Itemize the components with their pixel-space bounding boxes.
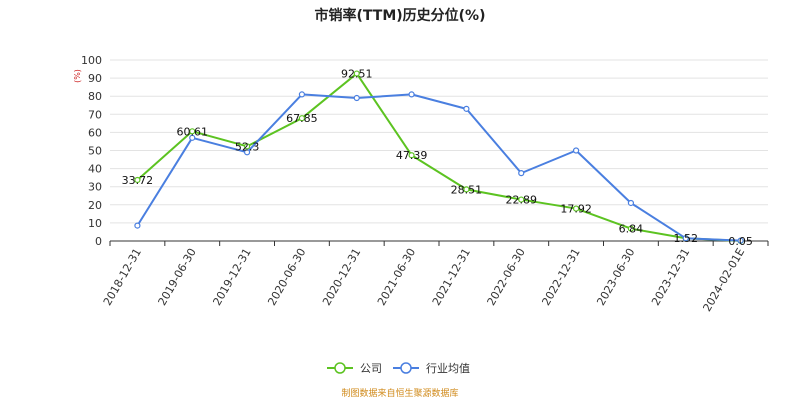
data-label: 92.51	[341, 68, 373, 81]
data-label: 28.51	[451, 183, 483, 196]
x-tick-label: 2019-12-31	[210, 246, 253, 308]
data-point-company	[463, 186, 470, 193]
x-tick-label: 2021-12-31	[430, 246, 473, 308]
data-point-company	[243, 143, 251, 150]
x-tick-label: 2022-12-31	[539, 246, 582, 308]
x-tick-label: 2024-02-01E	[700, 246, 747, 314]
series-line-company	[136, 72, 741, 242]
y-axis: 0 10 20 30 40 50 60 70 80 90 100	[81, 54, 102, 248]
y-tick-label: 50	[88, 145, 102, 158]
y-tick-label: 0	[95, 235, 102, 248]
legend-item-industry-average[interactable]: 行业均值	[393, 362, 470, 375]
series-line-industry-average	[136, 93, 741, 242]
x-tick-label: 2019-06-30	[156, 246, 199, 308]
y-tick-label: 10	[88, 217, 102, 230]
legend-item-company[interactable]: 公司	[327, 362, 382, 375]
legend: 公司 行业均值	[327, 362, 470, 375]
x-tick-label: 2023-06-30	[594, 246, 637, 308]
data-labels: 33.72 60.61 52.3 67.85 92.51 47.39 28.51 22.89 1…	[122, 68, 753, 248]
x-axis: 2018-12-31 2019-06-30 2019-12-31 2020-06-30…	[101, 240, 769, 314]
data-label: 6.84	[619, 223, 644, 236]
y-tick-label: 90	[88, 72, 102, 85]
data-point-company	[408, 152, 415, 159]
data-point-company	[298, 115, 306, 122]
data-point-company	[572, 205, 580, 212]
y-tick-label: 40	[88, 163, 102, 176]
x-tick-label: 2020-06-30	[265, 246, 308, 308]
chart-title: 市销率(TTM)历史分位(%)	[315, 7, 486, 24]
data-point-industry-average	[463, 105, 470, 112]
legend-label-industry-average: 行业均值	[426, 362, 470, 375]
data-point-industry-average	[518, 170, 525, 177]
legend-marker-company	[334, 362, 346, 374]
data-point-company	[189, 128, 196, 135]
data-point-industry-average	[737, 237, 744, 244]
y-tick-label: 20	[88, 199, 102, 212]
x-tick-label: 2021-06-30	[375, 246, 418, 308]
data-point-company	[353, 70, 360, 77]
data-label: 33.72	[122, 174, 154, 187]
y-tick-label: 60	[88, 126, 102, 139]
data-label: 22.89	[506, 194, 538, 207]
data-label: 52.3	[235, 140, 260, 153]
y-tick-label: 80	[88, 90, 102, 103]
x-tick-label: 2020-12-31	[320, 246, 363, 308]
data-point-industry-average	[134, 222, 141, 229]
data-label: 0.05	[728, 235, 753, 248]
data-point-industry-average	[408, 91, 415, 98]
data-label: 67.85	[286, 112, 318, 125]
grid	[110, 59, 768, 224]
y-tick-label: 70	[88, 108, 102, 121]
y-tick-label: 100	[81, 54, 102, 67]
data-point-company	[518, 196, 525, 203]
series	[134, 70, 744, 245]
data-point-industry-average	[572, 147, 580, 154]
y-axis-unit: (%)	[73, 69, 82, 83]
source-note: 制图数据来自恒生聚源数据库	[341, 387, 458, 399]
data-label: 60.61	[177, 125, 209, 138]
data-label: 17.92	[560, 203, 592, 216]
data-point-industry-average	[243, 149, 251, 156]
data-point-industry-average	[627, 199, 635, 207]
y-tick-label: 30	[88, 181, 102, 194]
data-point-industry-average	[189, 134, 196, 141]
data-point-company	[134, 176, 141, 184]
data-point-industry-average	[298, 91, 306, 98]
legend-marker-industry-average	[400, 362, 412, 374]
data-label: 1.52	[674, 232, 699, 245]
legend-label-company: 公司	[360, 362, 382, 375]
data-point-industry-average	[682, 235, 689, 242]
x-tick-label: 2023-12-31	[649, 246, 692, 308]
data-point-industry-average	[353, 94, 360, 102]
x-tick-label: 2018-12-31	[101, 246, 144, 308]
data-label: 47.39	[396, 149, 428, 162]
x-tick-label: 2022-06-30	[485, 246, 528, 308]
data-point-company	[627, 225, 635, 232]
